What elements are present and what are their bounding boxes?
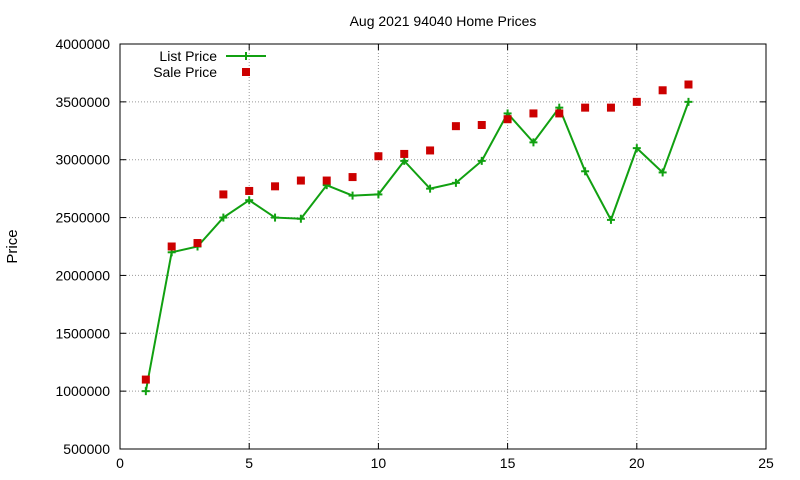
x-tick-label: 25 <box>758 455 774 471</box>
data-point-sale-price <box>477 121 486 129</box>
data-point-sale-price <box>632 97 641 106</box>
y-tick-label: 2000000 <box>55 267 110 283</box>
data-point-list-price <box>426 184 435 193</box>
data-point-sale-price <box>503 115 512 124</box>
data-point-list-price <box>348 191 357 200</box>
data-point-sale-price <box>193 239 202 248</box>
x-tick-label: 0 <box>116 455 124 471</box>
data-point-sale-price <box>296 176 305 185</box>
data-point-list-price <box>581 167 590 176</box>
data-point-sale-price <box>219 190 228 199</box>
plot-frame <box>119 43 767 450</box>
data-point-sale-price <box>374 152 383 161</box>
y-tick-label: 2500000 <box>55 210 110 226</box>
data-point-list-price <box>219 213 228 222</box>
y-axis-label: Price <box>4 229 21 263</box>
data-point-sale-price <box>529 109 538 118</box>
data-point-list-price <box>374 190 383 199</box>
data-point-sale-price <box>606 103 615 112</box>
data-point-list-price <box>684 97 693 106</box>
y-tick-label: 1500000 <box>55 325 110 341</box>
x-tick-label: 20 <box>629 455 645 471</box>
legend-label: List Price <box>159 48 217 64</box>
y-tick-label: 500000 <box>63 441 110 457</box>
y-tick-label: 3000000 <box>55 152 110 168</box>
legend-swatch-marker <box>242 68 250 76</box>
data-point-sale-price <box>581 103 590 112</box>
y-tick-label: 1000000 <box>55 383 110 399</box>
plot-area <box>141 80 693 396</box>
data-point-sale-price <box>658 86 667 95</box>
legend-swatch-marker <box>242 52 250 60</box>
data-point-list-price <box>141 387 150 396</box>
axis-ticks: 0 5 10 15 20 25 500000 1000000 1500000 2000000 250… <box>55 36 774 471</box>
data-point-list-price <box>658 168 667 177</box>
y-tick-label: 3500000 <box>55 94 110 110</box>
data-point-list-price <box>606 215 615 224</box>
data-point-sale-price <box>322 176 331 185</box>
data-point-list-price <box>296 214 305 223</box>
y-tick-label: 4000000 <box>55 36 110 52</box>
data-point-list-price <box>400 156 409 165</box>
data-point-list-price <box>529 138 538 147</box>
data-point-list-price <box>271 213 280 222</box>
grid <box>120 44 766 449</box>
data-point-sale-price <box>167 242 176 251</box>
x-tick-label: 10 <box>371 455 387 471</box>
chart-title: Aug 2021 94040 Home Prices <box>350 13 537 29</box>
data-point-sale-price <box>271 182 280 191</box>
data-point-sale-price <box>348 173 357 182</box>
data-point-sale-price <box>451 122 460 131</box>
data-point-list-price <box>477 156 486 165</box>
data-point-sale-price <box>141 375 150 384</box>
data-point-list-price <box>632 144 641 153</box>
data-point-sale-price <box>400 149 409 158</box>
x-tick-label: 5 <box>245 455 253 471</box>
data-point-sale-price <box>426 146 435 155</box>
data-point-list-price <box>245 196 254 205</box>
data-point-list-price <box>451 178 460 187</box>
x-tick-label: 15 <box>500 455 516 471</box>
series-line-list-price <box>144 101 690 392</box>
data-point-sale-price <box>245 186 254 195</box>
data-point-sale-price <box>684 80 693 89</box>
data-point-sale-price <box>555 109 564 118</box>
legend-label: Sale Price <box>153 64 217 80</box>
